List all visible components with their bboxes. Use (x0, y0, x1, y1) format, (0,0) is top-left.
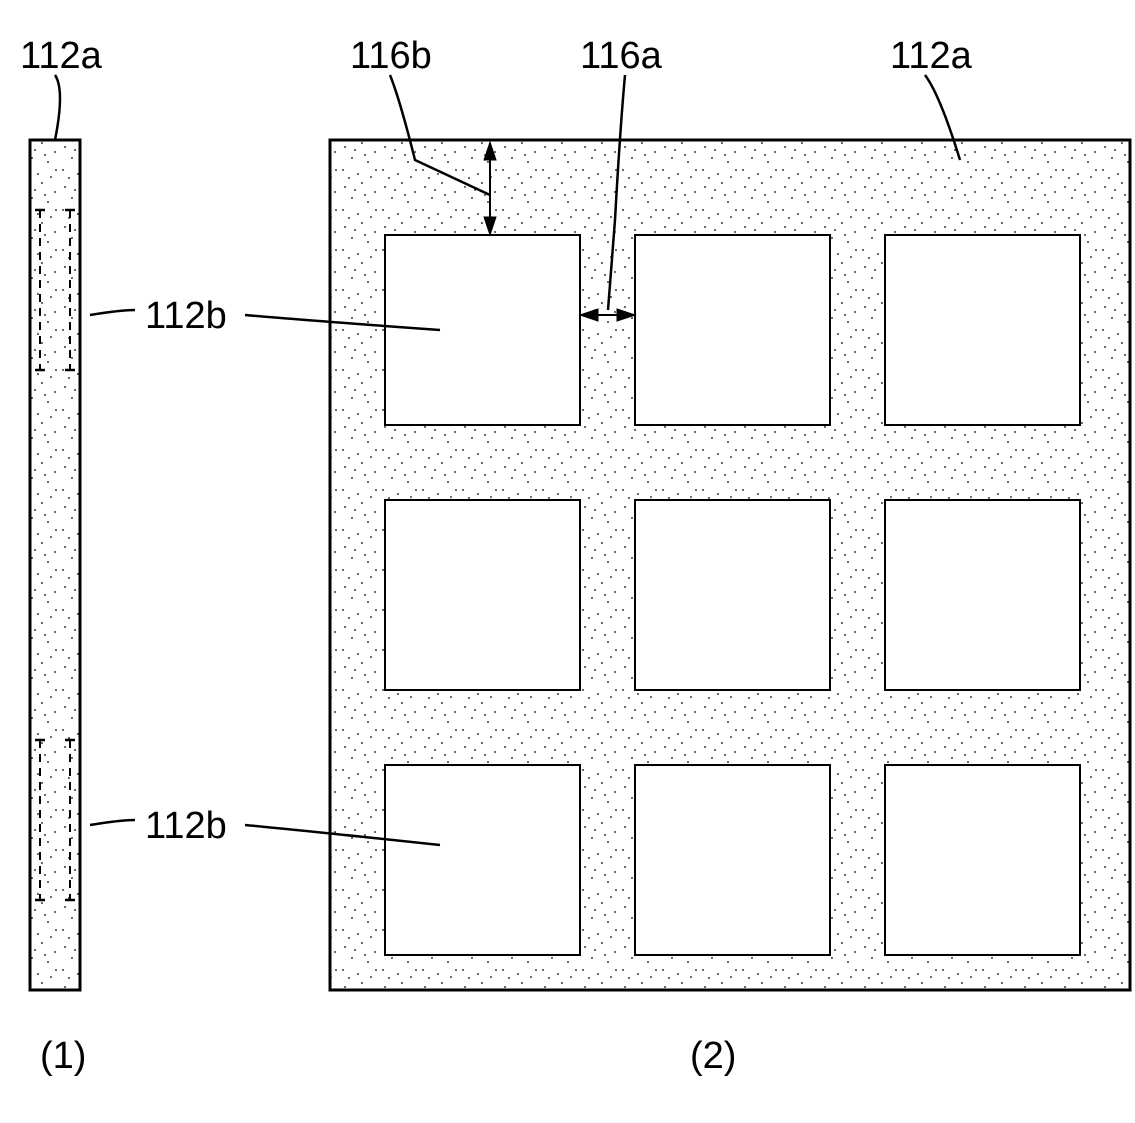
label-116a: 116a (580, 35, 662, 78)
grid-cell (385, 235, 580, 425)
label-view-2: (2) (690, 1035, 736, 1078)
grid-cell (385, 765, 580, 955)
label-112b-lower: 112b (145, 805, 227, 848)
grid-cell (885, 235, 1080, 425)
diagram-container: 112a 116b 116a 112a 112b 112b (1) (2) (20, 20, 1135, 1103)
label-116b: 116b (350, 35, 432, 78)
diagram-svg (20, 20, 1135, 1103)
label-112b-upper: 112b (145, 295, 227, 338)
grid-cell (635, 235, 830, 425)
grid-cell (885, 765, 1080, 955)
grid-cell (885, 500, 1080, 690)
grid-cell (635, 765, 830, 955)
grid-cell (635, 500, 830, 690)
grid-cell (385, 500, 580, 690)
side-view-rect (30, 140, 80, 990)
label-view-1: (1) (40, 1035, 86, 1078)
label-112a-right: 112a (890, 35, 972, 78)
label-112a-left: 112a (20, 35, 102, 78)
